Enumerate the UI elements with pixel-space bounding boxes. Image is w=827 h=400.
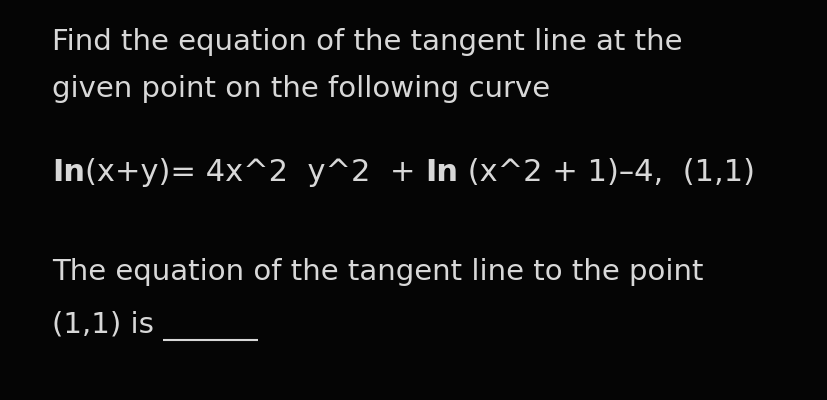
Text: (x^2 + 1)–4,  (1,1): (x^2 + 1)–4, (1,1) <box>457 158 754 187</box>
Text: In: In <box>425 158 457 187</box>
Text: (x+y)= 4x^2  y^2  +: (x+y)= 4x^2 y^2 + <box>85 158 425 187</box>
Text: (1,1) is: (1,1) is <box>52 310 163 338</box>
Text: Find the equation of the tangent line at the: Find the equation of the tangent line at… <box>52 28 681 56</box>
Text: given point on the following curve: given point on the following curve <box>52 75 549 103</box>
Text: In: In <box>52 158 85 187</box>
Text: The equation of the tangent line to the point: The equation of the tangent line to the … <box>52 258 703 286</box>
